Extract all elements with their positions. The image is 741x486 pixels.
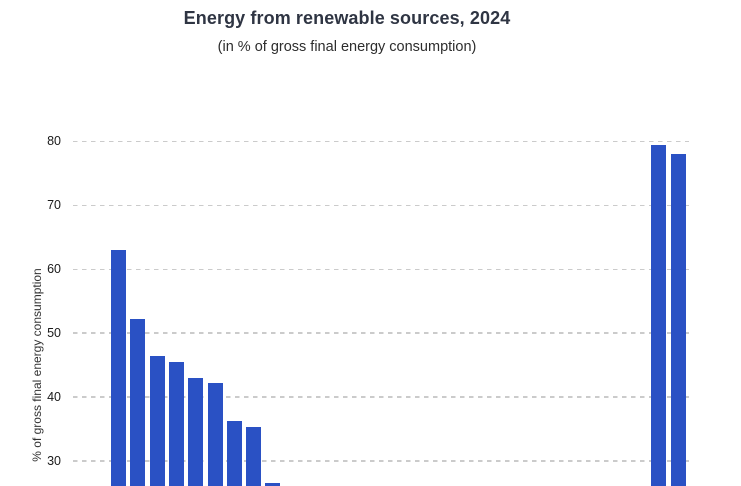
chart-subtitle: (in % of gross final energy consumption)	[217, 39, 477, 55]
chart-title: Energy from renewable sources, 2024	[183, 8, 511, 28]
gridline-70	[73, 204, 689, 207]
bar-11	[670, 153, 686, 486]
gridline-80	[73, 140, 689, 143]
gridline-60	[73, 268, 689, 271]
y-tick-label-70: 70	[47, 198, 61, 213]
bar-4	[168, 361, 184, 486]
gridline-50	[73, 332, 689, 334]
bar-8	[246, 427, 262, 486]
bar-9	[265, 482, 281, 486]
bar-2	[130, 319, 146, 486]
y-tick-label-80: 80	[47, 134, 61, 149]
bar-3	[149, 355, 165, 486]
y-tick-label-40: 40	[47, 390, 61, 405]
bar-1	[111, 250, 126, 486]
y-tick-label-30: 30	[47, 454, 61, 469]
gridline-40	[73, 396, 689, 398]
bar-7	[226, 420, 242, 486]
y-axis-label: % of gross final energy consumption	[30, 268, 44, 462]
bar-10	[651, 145, 666, 486]
bar-5	[188, 377, 204, 486]
y-tick-label-60: 60	[47, 262, 61, 277]
gridline-30	[73, 460, 689, 462]
y-tick-label-50: 50	[47, 326, 61, 341]
bar-6	[207, 383, 223, 486]
